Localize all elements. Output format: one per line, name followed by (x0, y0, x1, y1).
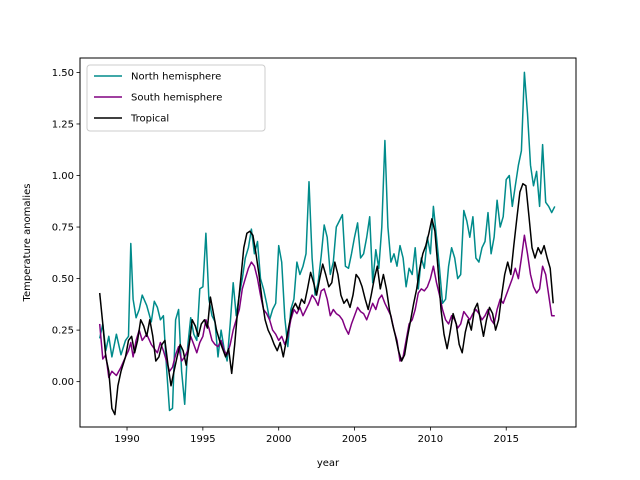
x-tick-label: 2005 (342, 434, 367, 445)
legend-label-0: North hemisphere (131, 72, 221, 83)
y-tick-label: 1.00 (52, 171, 74, 182)
series-line-0 (98, 71, 556, 412)
x-tick-label: 2000 (266, 434, 291, 445)
legend: North hemisphere South hemisphere Tropical (86, 64, 266, 132)
y-tick-label: 0.50 (52, 274, 74, 285)
x-tick-label: 2010 (418, 434, 443, 445)
x-axis-label: year (317, 458, 340, 469)
y-tick-label: 0.25 (52, 326, 74, 337)
x-tick-label: 1995 (190, 434, 215, 445)
y-tick-label: 1.50 (52, 68, 74, 79)
legend-label-1: South hemisphere (131, 93, 222, 104)
legend-box (86, 64, 266, 132)
x-tick-label: 1990 (114, 434, 139, 445)
legend-label-2: Tropical (130, 114, 169, 125)
y-tick-label: 1.25 (52, 119, 74, 130)
y-axis: 0.00 0.25 0.50 0.75 1.00 1.25 1.50 (52, 68, 80, 388)
y-axis-label: Temperature anomalies (22, 184, 33, 303)
series-line-2 (98, 182, 554, 416)
plot-frame (79, 57, 577, 428)
x-tick-label: 2015 (493, 434, 518, 445)
y-tick-label: 0.00 (52, 377, 74, 388)
y-tick-label: 0.75 (52, 223, 74, 234)
x-axis: 1990 1995 2000 2005 2010 2015 (114, 427, 519, 445)
series-layer (98, 71, 556, 416)
